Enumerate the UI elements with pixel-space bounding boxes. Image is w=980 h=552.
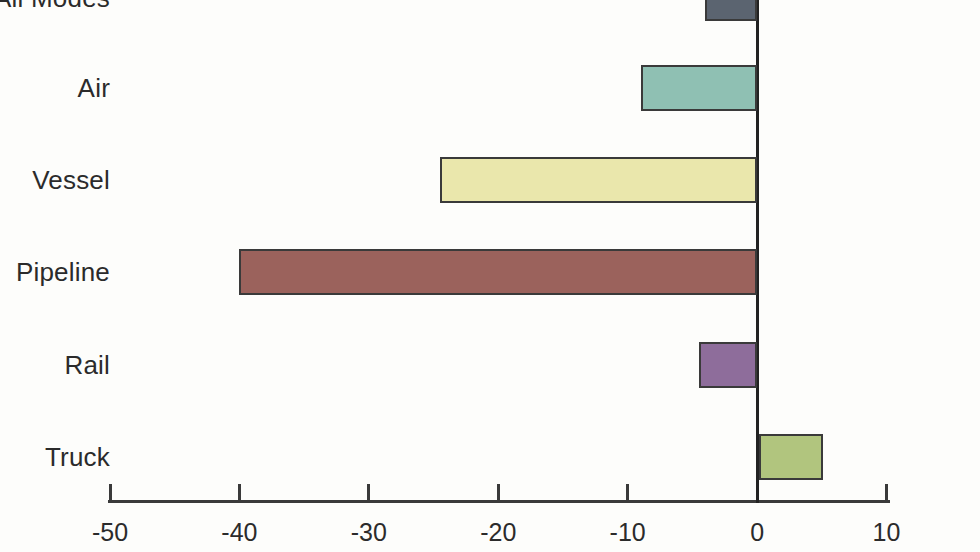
x-axis-tick--30 <box>367 484 370 500</box>
x-axis-tick-label-10: 10 <box>842 518 932 546</box>
x-axis-tick-label--40: -40 <box>194 518 284 546</box>
x-axis-tick-label--20: -20 <box>453 518 543 546</box>
x-axis-tick--50 <box>109 484 112 500</box>
x-axis-tick--40 <box>238 484 241 500</box>
category-label-pipeline: Pipeline <box>0 256 110 288</box>
category-label-truck: Truck <box>0 441 110 473</box>
bar-rail <box>699 342 757 388</box>
bar-air <box>641 65 757 111</box>
category-label-rail: Rail <box>0 349 110 381</box>
category-label-air: Air <box>0 72 110 104</box>
x-axis-tick-label--50: -50 <box>65 518 155 546</box>
x-axis-tick--20 <box>497 484 500 500</box>
bar-vessel <box>440 157 757 203</box>
x-axis-tick-10 <box>885 484 888 500</box>
bar-pipeline <box>239 249 757 295</box>
x-axis-tick--10 <box>626 484 629 500</box>
category-label-all-modes: All Modes <box>0 0 110 14</box>
horizontal-bar-chart: -50 -40 -30 -20 -10 0 10 All Modes Air Vessel Pipe… <box>0 0 980 552</box>
screenshot-root: -50 -40 -30 -20 -10 0 10 All Modes Air Vessel Pipe… <box>0 0 980 552</box>
bar-truck <box>759 434 824 480</box>
x-axis-tick-label-0: 0 <box>712 518 802 546</box>
category-label-vessel: Vessel <box>0 164 110 196</box>
x-axis-tick-label--30: -30 <box>324 518 414 546</box>
x-axis-tick-label--10: -10 <box>583 518 673 546</box>
bar-all-modes <box>705 0 757 21</box>
x-axis-line <box>108 500 890 503</box>
